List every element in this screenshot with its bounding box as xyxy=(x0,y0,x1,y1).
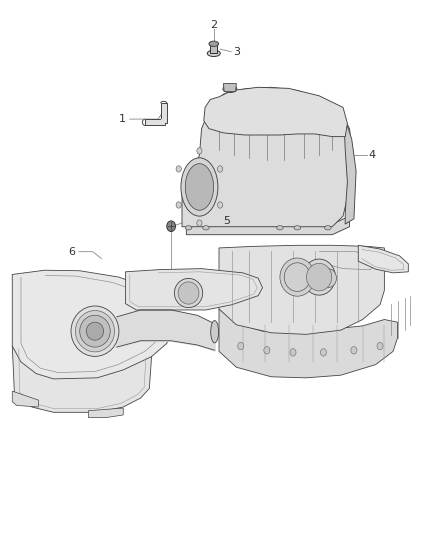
Polygon shape xyxy=(182,87,352,227)
Circle shape xyxy=(264,346,270,354)
Ellipse shape xyxy=(277,225,283,230)
Polygon shape xyxy=(88,408,123,418)
Polygon shape xyxy=(12,391,39,407)
Polygon shape xyxy=(12,346,152,413)
Circle shape xyxy=(167,221,176,231)
Circle shape xyxy=(176,166,181,172)
Text: 6: 6 xyxy=(68,247,75,257)
Ellipse shape xyxy=(284,263,311,292)
Ellipse shape xyxy=(319,269,336,288)
Polygon shape xyxy=(161,103,167,123)
Polygon shape xyxy=(219,309,397,378)
Polygon shape xyxy=(186,216,350,235)
Ellipse shape xyxy=(75,311,115,352)
Polygon shape xyxy=(344,126,356,224)
Polygon shape xyxy=(12,270,173,379)
Ellipse shape xyxy=(185,164,214,211)
Text: 1: 1 xyxy=(119,114,126,124)
Ellipse shape xyxy=(181,158,218,216)
Circle shape xyxy=(290,349,296,356)
Ellipse shape xyxy=(203,225,209,230)
Polygon shape xyxy=(161,119,165,125)
Ellipse shape xyxy=(185,225,192,230)
Circle shape xyxy=(218,166,223,172)
Polygon shape xyxy=(210,44,217,53)
Ellipse shape xyxy=(209,41,219,46)
Ellipse shape xyxy=(280,258,315,296)
Circle shape xyxy=(176,202,181,208)
Polygon shape xyxy=(358,245,408,273)
Polygon shape xyxy=(204,87,347,136)
Ellipse shape xyxy=(211,320,219,343)
Text: 2: 2 xyxy=(210,20,217,30)
Ellipse shape xyxy=(71,306,119,357)
Circle shape xyxy=(238,342,244,350)
Text: 5: 5 xyxy=(223,216,230,226)
Circle shape xyxy=(351,346,357,354)
Ellipse shape xyxy=(307,263,332,291)
Circle shape xyxy=(377,342,383,350)
Ellipse shape xyxy=(178,282,199,304)
Ellipse shape xyxy=(303,259,336,295)
Ellipse shape xyxy=(207,50,220,56)
Ellipse shape xyxy=(325,225,331,230)
Polygon shape xyxy=(315,248,380,272)
Ellipse shape xyxy=(294,225,300,230)
Ellipse shape xyxy=(86,322,104,340)
Ellipse shape xyxy=(80,316,110,347)
Polygon shape xyxy=(125,269,262,310)
Ellipse shape xyxy=(174,278,203,308)
Polygon shape xyxy=(223,84,237,92)
Circle shape xyxy=(321,349,326,356)
Text: 4: 4 xyxy=(369,150,376,160)
Circle shape xyxy=(197,148,202,154)
Circle shape xyxy=(197,220,202,226)
Circle shape xyxy=(218,202,223,208)
Ellipse shape xyxy=(223,85,237,93)
Polygon shape xyxy=(219,245,385,334)
Text: 3: 3 xyxy=(233,47,240,56)
Polygon shape xyxy=(145,119,165,125)
